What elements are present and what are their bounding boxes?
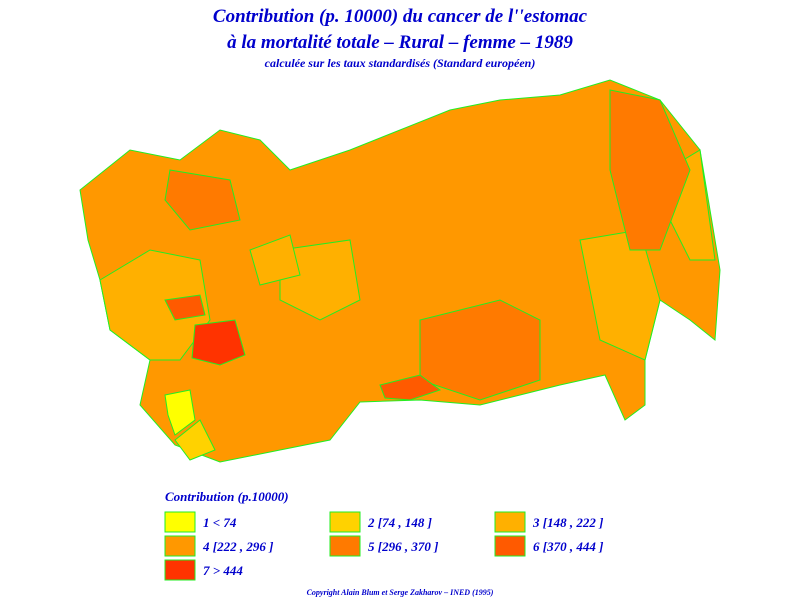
legend-swatch (164, 559, 196, 581)
legend: 1 < 74 2 [74 , 148 ] 3 [148 , 222 ] 4 [222 … (164, 511, 603, 581)
map (79, 79, 721, 463)
legend-swatch (329, 511, 361, 533)
legend-label: 5 [296 , 370 ] (368, 539, 438, 554)
legend-label: 7 > 444 (203, 563, 243, 578)
legend-label: 2 [74 , 148 ] (367, 515, 432, 530)
legend-label: 1 < 74 (203, 515, 237, 530)
subtitle: calculée sur les taux standardisés (Stan… (265, 56, 536, 70)
legend-swatch (164, 511, 196, 533)
legend-label: 6 [370 , 444 ] (533, 539, 603, 554)
title-line: Contribution (p. 10000) du cancer de l''… (213, 6, 588, 27)
footer: Copyright Alain Blum et Serge Zakharov –… (307, 588, 494, 597)
legend-swatch (164, 535, 196, 557)
legend-title: Contribution (p.10000) (165, 489, 289, 504)
legend-label: 4 [222 , 296 ] (202, 539, 273, 554)
legend-swatch (329, 535, 361, 557)
legend-swatch (494, 535, 526, 557)
title-line: à la mortalité totale – Rural – femme – … (227, 32, 573, 53)
legend-label: 3 [148 , 222 ] (532, 515, 603, 530)
legend-swatch (494, 511, 526, 533)
